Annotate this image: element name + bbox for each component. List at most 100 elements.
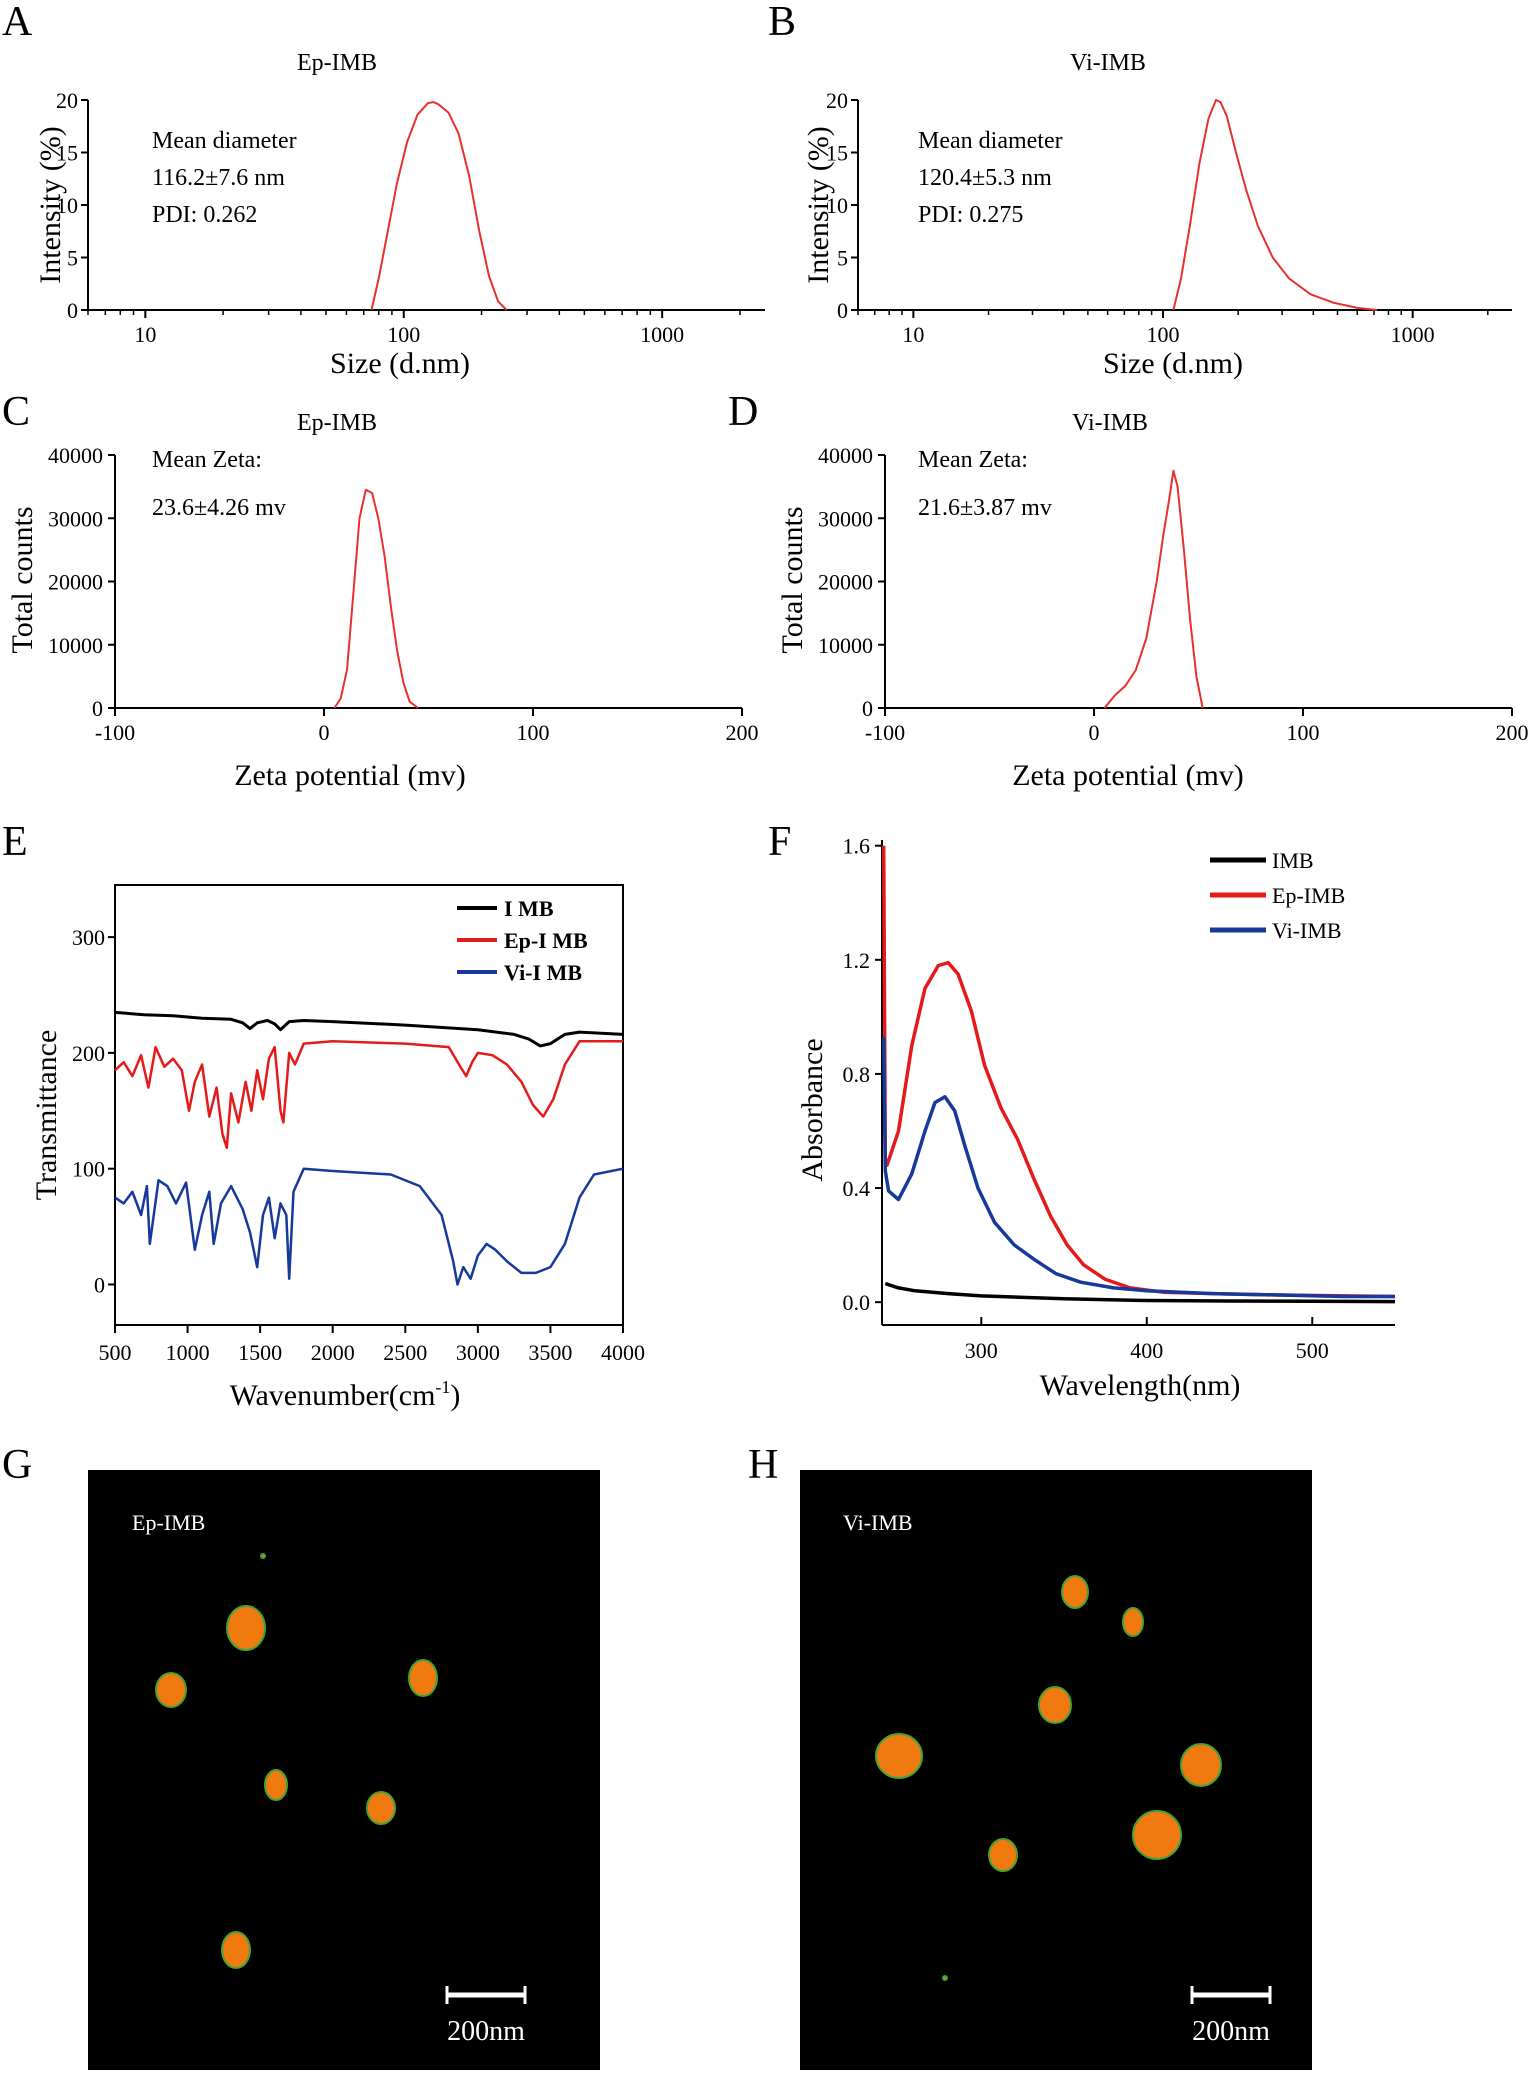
chart-f-series-vi-imb xyxy=(881,1036,1395,1299)
tem-g-background xyxy=(88,1470,600,2070)
chart-b-dls-size-vi: Vi-IMB 10 100 1000 0 5 10 15 20 Mean diameter 1… xyxy=(802,50,1512,380)
chart-e-ytick-label-3: 300 xyxy=(72,925,105,950)
chart-c-annotation-1: Mean Zeta: xyxy=(152,447,262,473)
chart-e-xtick-label-6: 3500 xyxy=(528,1340,572,1365)
tem-g-label: Ep-IMB xyxy=(132,1510,205,1535)
chart-c-ytick-label-0: 0 xyxy=(92,696,103,721)
chart-e-series-vi-imb xyxy=(114,1167,624,1286)
chart-c-series-ep-imb xyxy=(333,488,419,709)
chart-e-xtick-label-0: 500 xyxy=(99,1340,132,1365)
chart-a-ytick-label-1: 5 xyxy=(67,246,78,271)
chart-a-series-ep-imb xyxy=(370,101,508,311)
chart-f-ytick-label-0: 0.0 xyxy=(843,1290,871,1315)
chart-f-legend-label-vi-imb: Vi-IMB xyxy=(1272,918,1342,943)
chart-e-xtick-label-5: 3000 xyxy=(456,1340,500,1365)
chart-e-ytick-label-1: 100 xyxy=(72,1157,105,1182)
chart-c-ytick-label-1: 10000 xyxy=(48,633,103,658)
tem-g-particle-1 xyxy=(226,1605,266,1651)
chart-f-ytick-label-3: 1.2 xyxy=(843,948,871,973)
tem-h-particle-6 xyxy=(1132,1810,1182,1860)
chart-b-ticks: 10 100 1000 0 5 10 15 20 xyxy=(826,88,1489,347)
tem-h-scale-label: 200nm xyxy=(1192,2016,1270,2047)
chart-e-xtick-label-7: 4000 xyxy=(601,1340,645,1365)
chart-f-uv-vis: 300 400 500 0.0 0.4 0.8 1.2 1.6 IMB Ep-IMB Vi-I… xyxy=(796,834,1396,1402)
tem-h-particle-4 xyxy=(875,1733,923,1779)
chart-e-xtick-label-2: 1500 xyxy=(238,1340,282,1365)
panel-letter-e: E xyxy=(2,819,28,865)
chart-c-xtick-label-0: -100 xyxy=(95,720,135,745)
chart-d-xtick-label-0: -100 xyxy=(865,720,905,745)
chart-a-ylabel: Intensity (%) xyxy=(34,126,67,283)
chart-b-ytick-label-1: 5 xyxy=(837,246,848,271)
chart-b-ylabel: Intensity (%) xyxy=(802,126,835,283)
chart-d-ytick-label-0: 0 xyxy=(862,696,873,721)
chart-f-xtick-label-2: 500 xyxy=(1296,1338,1329,1363)
chart-f-ytick-label-1: 0.4 xyxy=(843,1176,871,1201)
chart-c-ytick-label-3: 30000 xyxy=(48,506,103,531)
chart-a-ytick-label-0: 0 xyxy=(67,298,78,323)
tem-h-particle-2 xyxy=(1122,1607,1144,1637)
panel-letter-d: D xyxy=(728,389,758,435)
tem-g-particles xyxy=(155,1553,438,1969)
chart-c-xtick-label-3: 200 xyxy=(726,720,759,745)
chart-f-ylabel: Absorbance xyxy=(796,1038,829,1181)
chart-d-ytick-label-2: 20000 xyxy=(818,570,873,595)
chart-e-legend-label-ep-imb: Ep-I MB xyxy=(504,928,588,953)
chart-e-legend-label-vi-imb: Vi-I MB xyxy=(504,960,582,985)
chart-f-ticks: 300 400 500 0.0 0.4 0.8 1.2 1.6 xyxy=(843,834,1329,1363)
chart-c-ytick-label-4: 40000 xyxy=(48,443,103,468)
chart-d-title: Vi-IMB xyxy=(1072,410,1148,436)
tem-g-particle-5 xyxy=(366,1791,396,1825)
chart-b-xlabel: Size (d.nm) xyxy=(1103,347,1243,380)
chart-a-ticks: 10 100 1000 0 5 10 15 20 xyxy=(56,88,741,347)
chart-b-annotation-3: PDI: 0.275 xyxy=(918,202,1023,228)
tem-g-particle-7 xyxy=(260,1553,266,1559)
chart-e-ftir: 500 1000 1500 2000 2500 3000 3500 4000 0 100 200 30… xyxy=(30,884,645,1412)
panel-letter-c: C xyxy=(2,389,30,435)
chart-c-annotation-2: 23.6±4.26 mv xyxy=(152,495,286,521)
chart-d-xtick-label-3: 200 xyxy=(1496,720,1529,745)
tem-g-particle-2 xyxy=(155,1672,187,1708)
chart-d-series-vi-imb xyxy=(1103,469,1204,709)
chart-c-ytick-label-2: 20000 xyxy=(48,570,103,595)
chart-f-xlabel: Wavelength(nm) xyxy=(1040,1369,1241,1402)
chart-a-ytick-label-2: 10 xyxy=(56,193,78,218)
chart-e-frame xyxy=(114,884,624,1326)
panel-letter-a: A xyxy=(2,0,33,45)
tem-image-ep-imb: Ep-IMB 200nm xyxy=(88,1470,600,2070)
chart-e-xtick-label-1: 1000 xyxy=(166,1340,210,1365)
tem-h-label: Vi-IMB xyxy=(843,1510,913,1535)
chart-a-title: Ep-IMB xyxy=(297,50,377,76)
tem-h-particle-5 xyxy=(1180,1743,1222,1787)
tem-h-particle-7 xyxy=(988,1838,1018,1872)
chart-f-legend-label-ep-imb: Ep-IMB xyxy=(1272,883,1345,908)
chart-d-annotation-1: Mean Zeta: xyxy=(918,447,1028,473)
chart-b-annotation-1: Mean diameter xyxy=(918,128,1063,154)
chart-d-ytick-label-1: 10000 xyxy=(818,633,873,658)
chart-e-ytick-label-0: 0 xyxy=(94,1272,105,1297)
chart-a-dls-size-ep: Ep-IMB 10 100 1000 0 5 10 15 20 Mean diameter 1… xyxy=(34,50,765,380)
chart-f-legend-label-imb: IMB xyxy=(1272,848,1314,873)
panel-letter-g: G xyxy=(2,1442,32,1488)
chart-e-ytick-label-2: 200 xyxy=(72,1041,105,1066)
chart-b-title: Vi-IMB xyxy=(1070,50,1146,76)
tem-g-particle-3 xyxy=(408,1659,438,1697)
chart-b-ytick-label-0: 0 xyxy=(837,298,848,323)
chart-b-ytick-label-4: 20 xyxy=(826,88,848,113)
chart-b-annotation-2: 120.4±5.3 nm xyxy=(918,165,1052,191)
chart-c-title: Ep-IMB xyxy=(297,410,377,436)
tem-h-particle-3 xyxy=(1038,1686,1072,1724)
chart-b-ytick-label-2: 10 xyxy=(826,193,848,218)
chart-d-annotation-2: 21.6±3.87 mv xyxy=(918,495,1052,521)
tem-image-vi-imb: Vi-IMB 200nm xyxy=(800,1470,1312,2070)
tem-h-particles xyxy=(875,1575,1222,1981)
chart-c-xlabel: Zeta potential (mv) xyxy=(234,759,466,792)
chart-a-ytick-label-3: 15 xyxy=(56,141,78,166)
chart-f-xtick-label-0: 300 xyxy=(965,1338,998,1363)
chart-f-series-ep-imb xyxy=(881,845,1396,1299)
panel-letter-f: F xyxy=(768,819,791,865)
tem-g-particle-6 xyxy=(221,1931,251,1969)
chart-a-xtick-label-2: 1000 xyxy=(640,322,684,347)
